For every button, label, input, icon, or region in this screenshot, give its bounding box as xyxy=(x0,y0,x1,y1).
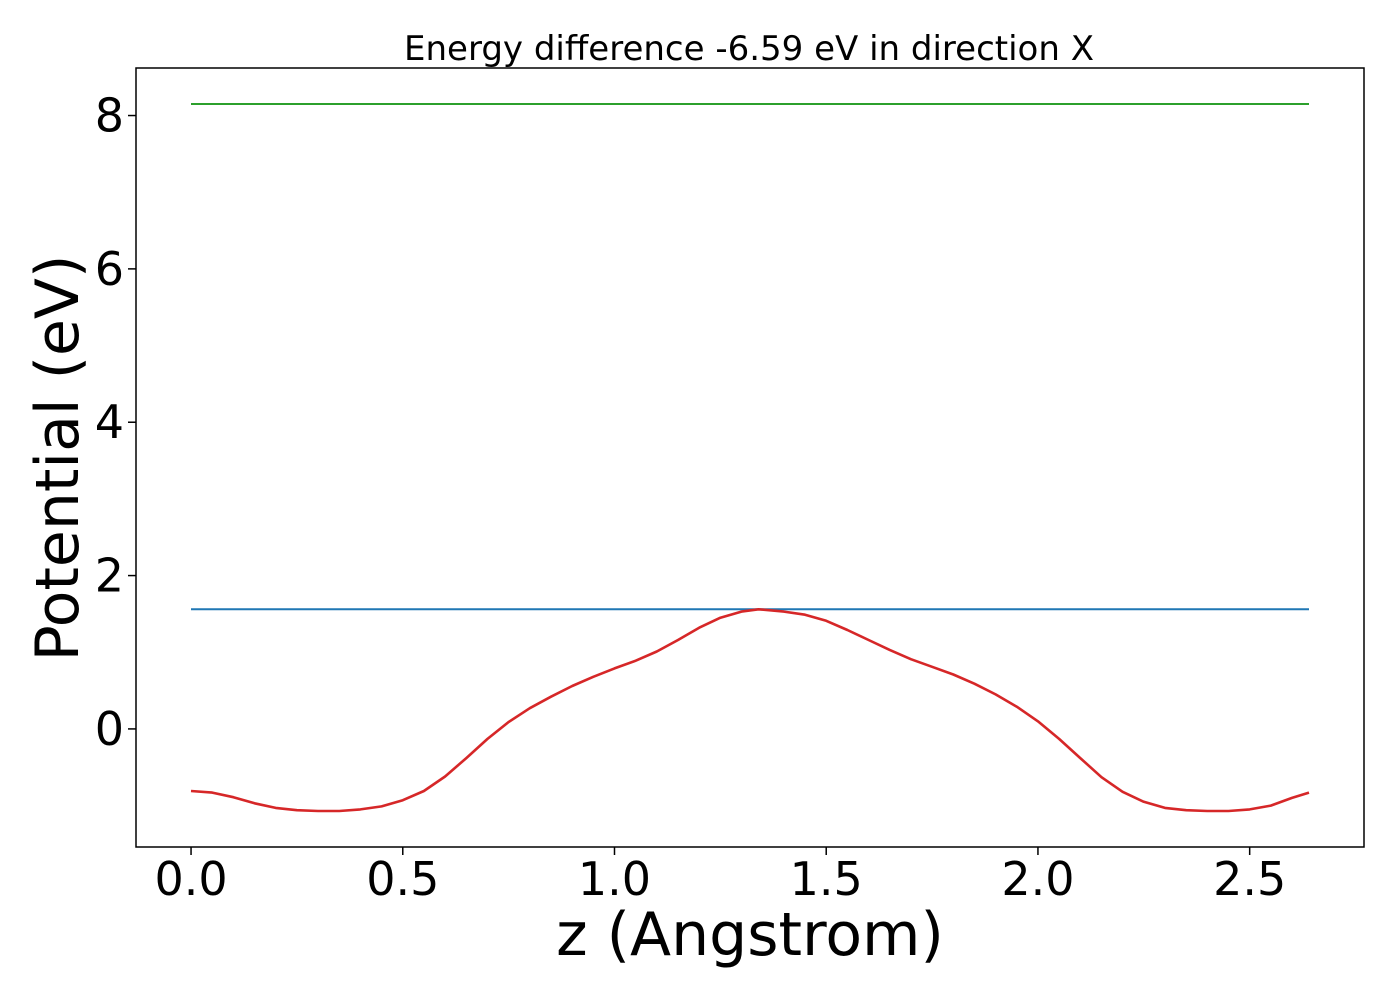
y-tick-label: 4 xyxy=(95,395,124,449)
x-tick-label: 2.5 xyxy=(1213,852,1286,906)
x-tick-label: 2.0 xyxy=(1001,852,1074,906)
plot-frame xyxy=(135,67,1365,848)
y-tick-label: 2 xyxy=(95,549,124,603)
y-axis-ticks: 0 2 4 6 8 xyxy=(95,89,136,756)
x-tick-label: 1.5 xyxy=(790,852,863,906)
y-axis-label: Potential (eV) xyxy=(23,255,93,662)
chart-title: Energy difference -6.59 eV in direction … xyxy=(404,29,1094,69)
y-tick-label: 0 xyxy=(95,702,124,756)
y-tick-label: 8 xyxy=(95,89,124,143)
x-tick-label: 0.5 xyxy=(366,852,439,906)
y-tick-label: 6 xyxy=(95,242,124,296)
x-axis-label: z (Angstrom) xyxy=(556,900,944,970)
series-layer xyxy=(190,103,1310,813)
series-red-potential-curve xyxy=(190,607,1310,813)
x-tick-label: 0.0 xyxy=(154,852,227,906)
x-tick-label: 1.0 xyxy=(578,852,651,906)
x-axis-ticks: 0.0 0.5 1.0 1.5 2.0 2.5 xyxy=(154,847,1286,906)
